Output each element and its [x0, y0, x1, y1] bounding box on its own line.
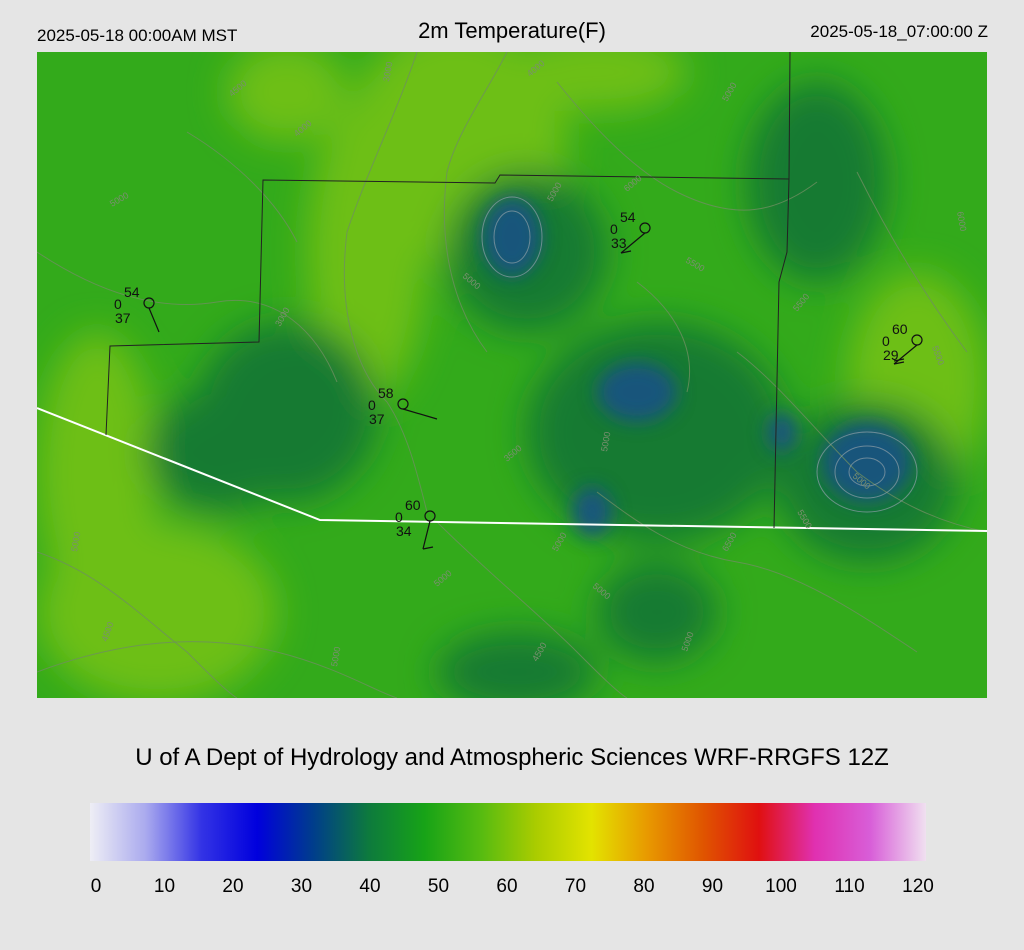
colorbar-tick-label: 10	[153, 876, 176, 897]
colorbar-tick-label: 70	[564, 876, 587, 897]
contour-line	[556, 81, 818, 211]
colorbar-tick-label: 50	[427, 876, 450, 897]
boundaries	[37, 52, 987, 532]
wind-barb	[620, 232, 646, 254]
station-temperature: 54	[124, 284, 140, 300]
warm-area	[37, 332, 157, 612]
map-header: 2025-05-18 00:00AM MST 2m Temperature(F)…	[0, 0, 1024, 52]
local-time-label: 2025-05-18 00:00AM MST	[37, 26, 238, 45]
contour-line	[37, 251, 338, 383]
station-temperature: 60	[892, 321, 908, 337]
station-visibility: 0	[610, 221, 618, 237]
station-dewpoint: 37	[115, 310, 131, 326]
colorbar-tick-label: 60	[496, 876, 518, 897]
county-boundary	[105, 52, 791, 436]
contour-ring	[816, 431, 918, 513]
wind-barb-feather	[893, 361, 905, 365]
contour-line	[343, 52, 428, 513]
contour-ring	[848, 457, 886, 487]
station-visibility: 0	[368, 397, 376, 413]
colorbar-tick-label: 30	[290, 876, 313, 897]
contour-label: 5000	[599, 431, 612, 452]
contour-line	[37, 641, 398, 698]
colorbar-tick-label: 40	[359, 876, 381, 897]
colorbar-tick-label: 100	[765, 876, 797, 897]
temperature-colorbar	[90, 803, 926, 861]
station-visibility: 0	[395, 509, 403, 525]
contour-line	[736, 351, 987, 533]
cold-area	[572, 487, 612, 537]
contour-label: 3000	[381, 61, 394, 82]
contour-ring	[493, 210, 531, 264]
contour-label: 5000	[329, 646, 342, 667]
county-boundary	[773, 178, 790, 529]
warm-area	[227, 52, 347, 142]
station-dewpoint: 29	[883, 347, 899, 363]
colorbar-tick-label: 90	[701, 876, 724, 897]
contour-line	[636, 281, 691, 393]
wind-barb	[422, 520, 431, 550]
cool-area	[147, 392, 287, 512]
station-visibility: 0	[114, 296, 122, 312]
colorbar-tick-label: 120	[902, 876, 934, 897]
contour-ring	[834, 445, 900, 499]
cool-area	[437, 632, 597, 698]
wind-barb-feather	[422, 546, 434, 550]
colorbar-tick-label: 80	[633, 876, 655, 897]
cold-area	[822, 422, 912, 502]
contour-line	[436, 521, 628, 698]
state-boundary	[37, 407, 987, 532]
colorbar-tick-label: 20	[222, 876, 244, 897]
contour-line	[856, 171, 968, 353]
contour-label: 6000	[955, 211, 968, 232]
credit-line: U of A Dept of Hydrology and Atmospheric…	[135, 744, 889, 771]
cold-area	[482, 197, 542, 277]
colorbar-ticks: 0 10 20 30 40 50 60 70 80 90 100 110 120	[0, 876, 1024, 900]
contour-line	[186, 131, 298, 243]
wind-barb-feather	[620, 250, 632, 254]
contour-line	[443, 52, 508, 353]
station-visibility: 0	[882, 333, 890, 349]
utc-time-label: 2025-05-18_07:00:00 Z	[810, 22, 988, 41]
wind-barb	[402, 408, 438, 420]
elevation-contours	[37, 52, 987, 698]
map-title: 2m Temperature(F)	[418, 18, 606, 43]
station-dewpoint: 34	[396, 523, 412, 539]
cold-area	[767, 412, 797, 452]
contour-label: 5000	[69, 531, 82, 552]
station-dewpoint: 33	[611, 235, 627, 251]
station-temperature: 54	[620, 209, 636, 225]
cold-area	[597, 362, 677, 422]
wind-barb-feather	[893, 358, 905, 362]
station-dewpoint: 37	[369, 411, 385, 427]
station-temperature: 60	[405, 497, 421, 513]
colorbar-tick-label: 110	[834, 876, 865, 897]
warm-area	[507, 52, 687, 112]
contour-line	[37, 551, 238, 698]
wind-barb	[148, 307, 160, 333]
cool-area	[527, 322, 787, 542]
warm-area	[307, 102, 427, 402]
contour-line	[596, 491, 918, 653]
temperature-map: 4000300040005000500055005000500055005000…	[37, 52, 987, 698]
station-temperature: 58	[378, 385, 394, 401]
contour-ring	[481, 196, 543, 278]
colorbar-tick-label: 0	[90, 876, 102, 897]
colorbar-gradient	[90, 803, 926, 861]
cool-area	[597, 562, 717, 662]
